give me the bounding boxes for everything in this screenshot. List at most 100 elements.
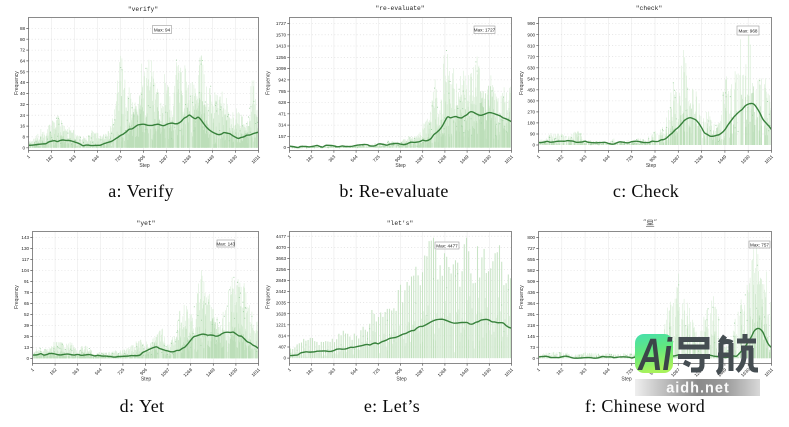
svg-text:785: 785 — [278, 89, 286, 94]
svg-text:364: 364 — [527, 301, 535, 306]
svg-text:52: 52 — [24, 312, 30, 317]
svg-text:1811: 1811 — [251, 154, 262, 165]
svg-text:56: 56 — [20, 69, 26, 74]
svg-text:0: 0 — [533, 356, 536, 361]
svg-text:544: 544 — [602, 154, 611, 163]
svg-text:117: 117 — [22, 257, 30, 262]
svg-text:1268: 1268 — [437, 367, 448, 378]
svg-text:1268: 1268 — [182, 367, 193, 378]
svg-text:182: 182 — [49, 367, 58, 376]
svg-text:Frequency: Frequency — [14, 285, 20, 309]
svg-text:1413: 1413 — [276, 44, 287, 49]
svg-text:4477: 4477 — [276, 234, 287, 239]
svg-text:1630: 1630 — [228, 367, 239, 378]
svg-text:1811: 1811 — [504, 154, 515, 165]
svg-text:143: 143 — [21, 235, 29, 240]
svg-text:1087: 1087 — [414, 367, 425, 378]
svg-text:32: 32 — [20, 102, 26, 107]
svg-text:a: Verify: a: Verify — [108, 181, 174, 201]
svg-text:906: 906 — [137, 154, 146, 163]
svg-text:1268: 1268 — [437, 154, 448, 165]
svg-text:990: 990 — [527, 21, 535, 26]
svg-text:Step: Step — [139, 163, 150, 169]
svg-text:218: 218 — [527, 323, 535, 328]
svg-text:1449: 1449 — [717, 367, 728, 378]
svg-text:270: 270 — [527, 110, 535, 115]
svg-text:1: 1 — [30, 367, 36, 373]
svg-text:26: 26 — [24, 334, 30, 339]
svg-text:1087: 1087 — [160, 367, 171, 378]
svg-text:582: 582 — [527, 268, 535, 273]
svg-text:40: 40 — [20, 91, 26, 96]
svg-text:Frequency: Frequency — [519, 285, 525, 309]
svg-text:1087: 1087 — [670, 154, 681, 165]
svg-text:Step: Step — [395, 163, 406, 169]
svg-text:540: 540 — [527, 76, 535, 81]
svg-text:1449: 1449 — [204, 154, 215, 165]
svg-text:725: 725 — [625, 154, 634, 163]
svg-text:"re-evaluate": "re-evaluate" — [375, 5, 424, 12]
svg-text:544: 544 — [350, 154, 359, 163]
svg-text:1221: 1221 — [276, 322, 287, 327]
svg-text:628: 628 — [278, 100, 286, 105]
svg-text:182: 182 — [45, 154, 54, 163]
svg-text:509: 509 — [527, 279, 535, 284]
svg-text:0: 0 — [284, 145, 287, 150]
svg-text:725: 725 — [114, 154, 123, 163]
svg-text:Frequency: Frequency — [266, 71, 272, 95]
svg-text:91: 91 — [24, 279, 30, 284]
svg-text:363: 363 — [327, 154, 336, 163]
svg-text:13: 13 — [24, 345, 30, 350]
svg-text:3256: 3256 — [276, 267, 287, 272]
svg-text:2442: 2442 — [276, 289, 287, 294]
svg-text:1099: 1099 — [276, 66, 287, 71]
svg-text:1449: 1449 — [459, 367, 470, 378]
svg-text:363: 363 — [579, 367, 588, 376]
svg-text:1256: 1256 — [276, 55, 287, 60]
svg-text:Step: Step — [646, 163, 657, 169]
svg-text:e: Let’s: e: Let’s — [364, 396, 420, 416]
svg-text:544: 544 — [602, 367, 611, 376]
svg-text:314: 314 — [278, 123, 286, 128]
svg-text:104: 104 — [21, 268, 29, 273]
svg-text:48: 48 — [20, 80, 26, 85]
svg-text:Step: Step — [396, 377, 407, 383]
svg-text:88: 88 — [20, 26, 26, 31]
svg-text:1628: 1628 — [276, 311, 287, 316]
svg-text:145: 145 — [527, 334, 535, 339]
svg-text:1: 1 — [287, 154, 293, 160]
svg-text:800: 800 — [527, 235, 535, 240]
svg-text:0: 0 — [27, 356, 30, 361]
svg-text:1811: 1811 — [504, 367, 515, 378]
svg-text:f: Chinese word: f: Chinese word — [585, 396, 705, 416]
svg-text:182: 182 — [555, 154, 564, 163]
svg-text:182: 182 — [305, 367, 314, 376]
svg-text:1: 1 — [536, 367, 542, 373]
svg-text:900: 900 — [527, 32, 535, 37]
svg-text:2849: 2849 — [276, 278, 287, 283]
svg-text:24: 24 — [20, 113, 26, 118]
svg-text:Step: Step — [621, 377, 632, 383]
svg-text:2035: 2035 — [276, 300, 287, 305]
svg-text:Frequency: Frequency — [519, 71, 525, 95]
svg-text:725: 725 — [116, 367, 125, 376]
svg-text:725: 725 — [625, 367, 634, 376]
svg-text:157: 157 — [278, 134, 286, 139]
svg-text:1570: 1570 — [276, 32, 287, 37]
svg-text:130: 130 — [21, 246, 29, 251]
svg-text:436: 436 — [527, 290, 535, 295]
svg-text:720: 720 — [527, 54, 535, 59]
svg-text:"yet": "yet" — [137, 220, 156, 227]
svg-text:64: 64 — [20, 59, 26, 64]
svg-text:1: 1 — [26, 154, 32, 160]
svg-text:0: 0 — [23, 145, 26, 150]
svg-text:8: 8 — [23, 135, 26, 140]
svg-text:363: 363 — [579, 154, 588, 163]
svg-text:655: 655 — [527, 257, 535, 262]
svg-text:1: 1 — [536, 154, 542, 160]
svg-text:Max: 94: Max: 94 — [154, 27, 171, 32]
svg-text:450: 450 — [527, 87, 535, 92]
svg-text:1087: 1087 — [158, 154, 169, 165]
svg-text:73: 73 — [530, 345, 536, 350]
svg-text:80: 80 — [20, 37, 26, 42]
